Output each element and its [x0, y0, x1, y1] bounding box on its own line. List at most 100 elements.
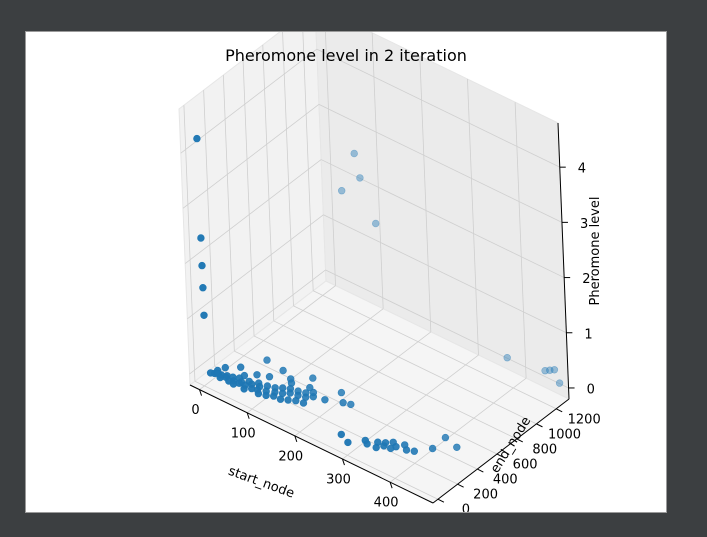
data-point	[380, 442, 388, 450]
gridline-x-back	[419, 55, 432, 332]
data-point	[276, 395, 285, 403]
data-point	[240, 385, 248, 393]
data-point	[363, 440, 371, 448]
gridline-x-back	[325, 32, 336, 286]
z-tick-label: 3	[580, 217, 588, 232]
gridline-z-left	[187, 214, 324, 320]
gridline-y-left	[302, 32, 314, 291]
gridline-z-back	[318, 104, 563, 223]
data-points	[193, 134, 564, 455]
data-point	[254, 389, 263, 398]
data-point	[356, 174, 364, 182]
data-point	[555, 379, 564, 387]
z-axis-line	[557, 122, 570, 400]
data-point	[387, 444, 395, 453]
data-point	[309, 374, 317, 382]
data-point	[428, 444, 437, 453]
data-point	[372, 219, 380, 228]
z-tick-label: 2	[582, 272, 590, 287]
data-point	[206, 369, 215, 377]
x-tick-label: 300	[326, 473, 351, 488]
gridline-x-back	[371, 32, 384, 309]
data-point	[350, 149, 358, 158]
gridline-z-back	[320, 159, 565, 278]
data-point	[299, 399, 308, 407]
data-point	[337, 388, 346, 397]
gridline-x-back	[514, 102, 527, 379]
data-point	[221, 363, 230, 372]
gridline-z-back	[325, 269, 569, 389]
gridline-x-floor	[294, 331, 432, 437]
data-point	[200, 311, 208, 319]
gridline-y-left	[262, 44, 275, 321]
data-point	[309, 393, 317, 401]
gridline-z-back	[323, 214, 567, 334]
data-point	[337, 430, 345, 439]
data-point	[199, 284, 207, 292]
data-point	[265, 373, 274, 381]
gridline-y-floor	[194, 380, 439, 500]
y-tick-mark	[457, 483, 464, 488]
gridline-z-left	[184, 159, 322, 264]
data-point	[229, 380, 238, 388]
z-axis-label: Pheromone level	[588, 197, 603, 306]
x-tick-mark	[294, 435, 298, 443]
y-tick-label: 1000	[548, 427, 581, 442]
data-point	[262, 391, 270, 400]
gridline-z-left	[180, 48, 318, 154]
gridline-y-floor	[253, 335, 498, 455]
data-point	[321, 396, 329, 404]
data-point	[372, 443, 380, 452]
x-tick-label: 0	[191, 403, 199, 418]
y-tick-mark	[496, 453, 504, 458]
data-point	[402, 446, 411, 454]
gridline-z-back	[316, 48, 560, 168]
x-tick-mark	[246, 412, 250, 419]
y-tick-label: 400	[493, 473, 518, 488]
data-point	[410, 447, 418, 455]
data-point	[344, 438, 352, 447]
data-point	[546, 366, 554, 374]
gridline-y-floor	[214, 365, 458, 485]
data-point	[441, 433, 450, 442]
figure: 0 100 200 300 400 0 200 400 600 800 1000 1200 0 1 2 3 4 …	[25, 31, 667, 513]
axis-lines	[189, 122, 570, 504]
gridline-x-floor	[389, 377, 527, 483]
data-point	[292, 397, 300, 405]
y-tick-mark	[477, 468, 484, 473]
z-tick-label: 1	[584, 327, 592, 342]
y-tick-mark	[555, 408, 563, 413]
z-tick-label: 0	[587, 383, 595, 398]
gridline-y-left	[222, 75, 235, 352]
y-tick-label: 600	[513, 458, 538, 473]
data-point	[237, 363, 245, 371]
data-point	[279, 366, 287, 375]
y-tick-label: 200	[473, 488, 498, 503]
data-point	[503, 354, 511, 362]
x-tick-mark	[341, 458, 345, 466]
data-point	[197, 234, 205, 242]
x-tick-label: 100	[231, 426, 256, 441]
gridline-y-floor	[273, 320, 517, 440]
data-point	[286, 389, 294, 397]
gridline-y-left	[282, 32, 294, 306]
y-tick-mark	[536, 423, 543, 428]
data-point	[248, 384, 256, 393]
y-tick-label: 0	[462, 503, 470, 512]
data-point	[270, 392, 278, 400]
gridline-z-left	[182, 104, 320, 209]
data-point	[550, 366, 559, 374]
x-tick-mark	[199, 389, 203, 396]
data-point	[216, 373, 224, 382]
x-tick-label: 400	[374, 496, 399, 511]
gridline-y-left	[203, 90, 216, 367]
data-point	[339, 399, 347, 407]
y-tick-label: 1200	[568, 412, 601, 427]
x-tick-mark	[389, 482, 393, 489]
y-tick-mark	[516, 438, 523, 443]
chart-title: Pheromone level in 2 iteration	[225, 46, 467, 65]
data-point	[198, 261, 206, 270]
gridline-y-left	[242, 59, 255, 337]
grid-lines	[180, 32, 569, 500]
